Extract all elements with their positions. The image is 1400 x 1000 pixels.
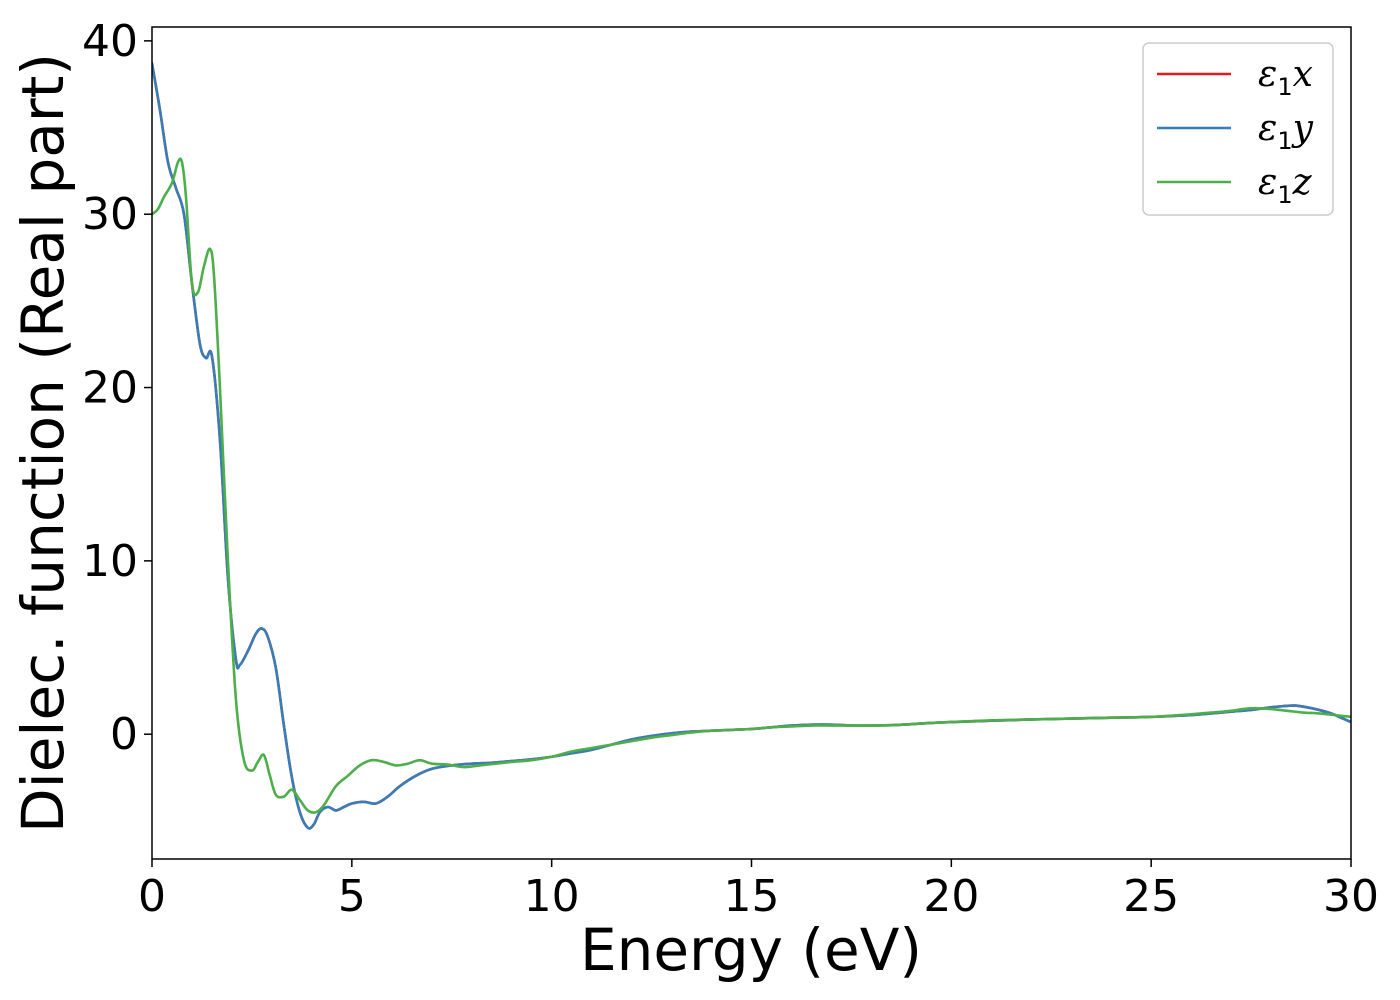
x-tick-label: 5	[338, 871, 366, 922]
y-tick-label: 40	[82, 16, 138, 67]
x-tick-label: 20	[923, 871, 979, 922]
x-tick-label: 25	[1123, 871, 1179, 922]
series-line-z	[152, 157, 1351, 814]
x-tick-label: 15	[724, 871, 780, 922]
legend-label-z: ε1z	[1258, 162, 1313, 209]
x-axis-ticks: 0 5 10 15 20 25 30	[138, 859, 1379, 922]
y-tick-label: 0	[110, 709, 138, 760]
legend-frame	[1142, 42, 1334, 216]
y-axis-title: Dielec. function (Real part)	[9, 53, 77, 833]
x-axis-title: Energy (eV)	[580, 916, 922, 984]
y-tick-label: 10	[82, 536, 138, 587]
legend-label-y: ε1y	[1258, 108, 1314, 155]
y-tick-label: 20	[82, 363, 138, 414]
y-axis-ticks: 0 10 20 30 40	[82, 16, 152, 760]
x-tick-label: 10	[524, 871, 580, 922]
legend: ε1x ε1y ε1z	[1142, 42, 1334, 216]
series-lines	[152, 62, 1351, 830]
x-tick-label: 0	[138, 871, 166, 922]
x-tick-label: 30	[1323, 871, 1379, 922]
legend-label-x: ε1x	[1258, 54, 1313, 101]
y-tick-label: 30	[82, 189, 138, 240]
